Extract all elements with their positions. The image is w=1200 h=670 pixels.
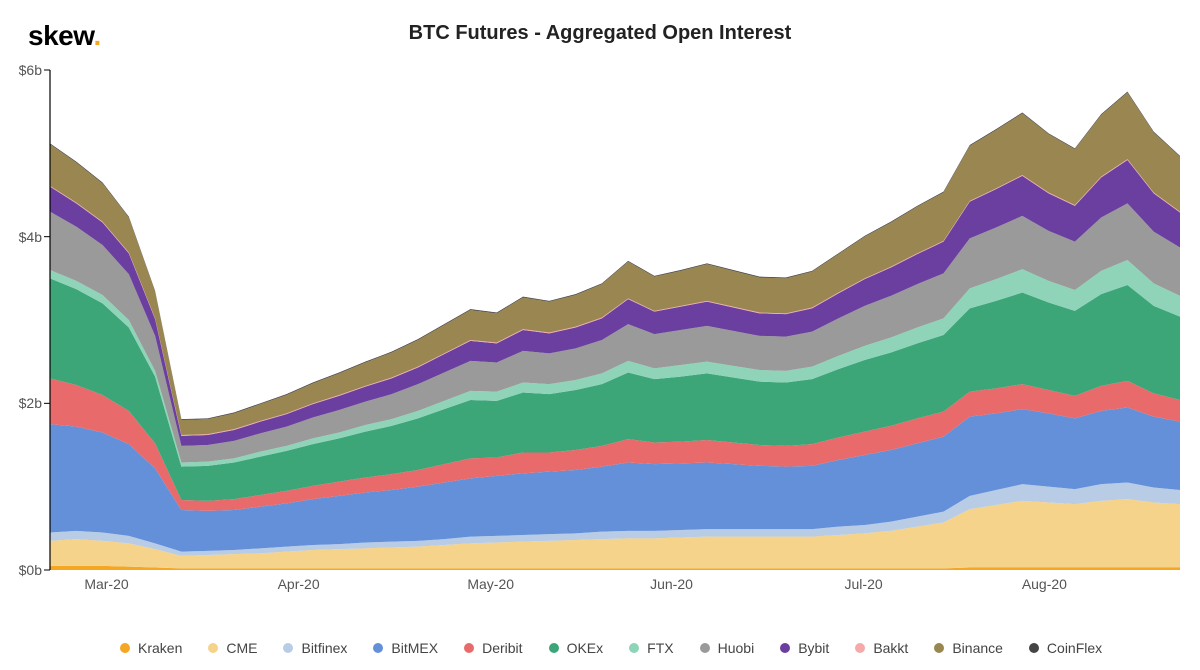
x-axis-tick-label: Aug-20	[1022, 576, 1067, 592]
legend-item-ftx[interactable]: FTX	[629, 640, 673, 656]
x-axis-tick-label: May-20	[467, 576, 514, 592]
legend-label: CoinFlex	[1047, 640, 1102, 656]
y-axis-tick-label: $6b	[19, 62, 42, 78]
chart-legend: Kraken CME Bitfinex BitMEX Deribit OKEx FTX Huo…	[120, 640, 1160, 656]
legend-swatch-icon	[855, 643, 865, 653]
legend-label: BitMEX	[391, 640, 438, 656]
legend-swatch-icon	[283, 643, 293, 653]
legend-swatch-icon	[780, 643, 790, 653]
legend-item-kraken[interactable]: Kraken	[120, 640, 182, 656]
legend-item-binance[interactable]: Binance	[934, 640, 1003, 656]
legend-swatch-icon	[549, 643, 559, 653]
x-axis-labels: Mar-20 Apr-20 May-20 Jun-20 Jul-20 Aug-20	[50, 576, 1180, 596]
y-axis-tick-label: $0b	[19, 562, 42, 578]
legend-label: Bitfinex	[301, 640, 347, 656]
x-axis-tick-label: Jul-20	[845, 576, 883, 592]
legend-item-okex[interactable]: OKEx	[549, 640, 604, 656]
legend-label: FTX	[647, 640, 673, 656]
legend-item-coinflex[interactable]: CoinFlex	[1029, 640, 1102, 656]
x-axis-tick-label: Apr-20	[278, 576, 320, 592]
legend-swatch-icon	[120, 643, 130, 653]
y-axis-labels: $0b$2b$4b$6b	[0, 70, 50, 570]
x-axis-tick-label: Mar-20	[84, 576, 128, 592]
legend-item-bakkt[interactable]: Bakkt	[855, 640, 908, 656]
legend-swatch-icon	[1029, 643, 1039, 653]
legend-label: Huobi	[718, 640, 755, 656]
legend-item-bitfinex[interactable]: Bitfinex	[283, 640, 347, 656]
legend-item-cme[interactable]: CME	[208, 640, 257, 656]
legend-swatch-icon	[629, 643, 639, 653]
legend-item-bybit[interactable]: Bybit	[780, 640, 829, 656]
legend-swatch-icon	[934, 643, 944, 653]
legend-label: Bybit	[798, 640, 829, 656]
y-axis-tick-label: $2b	[19, 395, 42, 411]
legend-swatch-icon	[208, 643, 218, 653]
chart-area: $0b$2b$4b$6b Mar-20Apr-20May-20Jun-20Jul…	[50, 70, 1180, 570]
stacked-area-chart	[50, 70, 1180, 570]
legend-label: Bakkt	[873, 640, 908, 656]
legend-swatch-icon	[464, 643, 474, 653]
chart-title: BTC Futures - Aggregated Open Interest	[0, 22, 1200, 45]
legend-item-deribit[interactable]: Deribit	[464, 640, 522, 656]
legend-item-huobi[interactable]: Huobi	[700, 640, 755, 656]
legend-item-bitmex[interactable]: BitMEX	[373, 640, 438, 656]
y-axis-tick-label: $4b	[19, 229, 42, 245]
legend-swatch-icon	[373, 643, 383, 653]
legend-label: Binance	[952, 640, 1003, 656]
legend-label: Deribit	[482, 640, 522, 656]
x-axis-tick-label: Jun-20	[650, 576, 693, 592]
legend-label: Kraken	[138, 640, 182, 656]
legend-label: CME	[226, 640, 257, 656]
legend-swatch-icon	[700, 643, 710, 653]
legend-label: OKEx	[567, 640, 604, 656]
